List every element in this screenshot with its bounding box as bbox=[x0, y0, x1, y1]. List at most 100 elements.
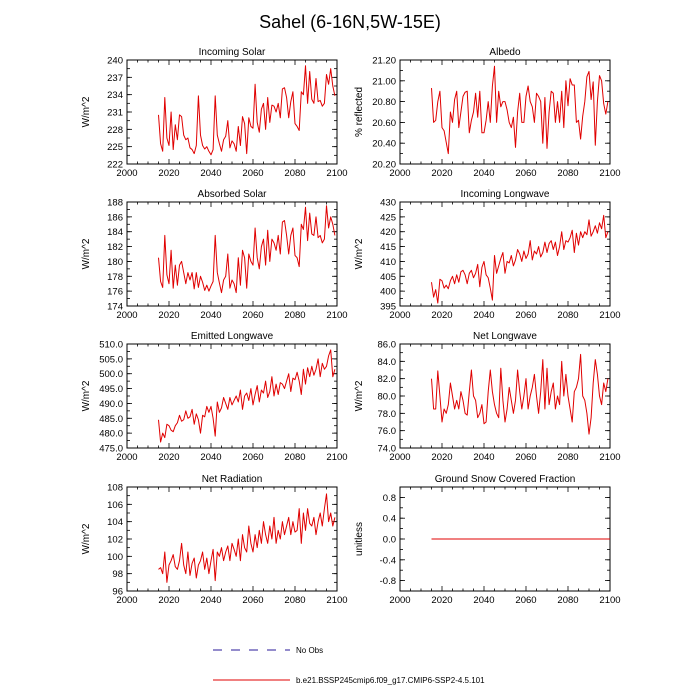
panel-emitted-longwave-xtick-label: 2040 bbox=[200, 452, 221, 463]
panel-net-longwave: Net Longwave W/m^2 2000 2020 2040 2060 2080 210… bbox=[354, 331, 621, 463]
panels: Incoming Solar W/m^2 2000 2020 2040 2060 2080 2… bbox=[81, 47, 621, 606]
panel-incoming-longwave-ytick-label: 425 bbox=[380, 212, 396, 223]
panel-incoming-longwave-ytick-label: 405 bbox=[380, 272, 396, 283]
panel-net-radiation-ylabel: W/m^2 bbox=[81, 523, 92, 554]
panel-incoming-solar-xtick-label: 2060 bbox=[242, 168, 263, 179]
panel-incoming-solar-xtick-label: 2100 bbox=[326, 168, 347, 179]
panel-albedo-xtick-label: 2100 bbox=[599, 168, 620, 179]
panel-incoming-solar-xtick-label: 2040 bbox=[200, 168, 221, 179]
panel-net-longwave-xtick-label: 2060 bbox=[515, 452, 536, 463]
panel-net-radiation-title: Net Radiation bbox=[202, 474, 263, 485]
panel-net-radiation-ytick-label: 96 bbox=[112, 587, 123, 598]
panel-incoming-longwave-ytick-label: 430 bbox=[380, 198, 396, 209]
panel-ground-snow-covered-fraction-xtick-label: 2040 bbox=[473, 595, 494, 606]
panel-absorbed-solar-xtick-label: 2040 bbox=[200, 310, 221, 321]
panel-albedo-title: Albedo bbox=[489, 47, 521, 58]
panel-net-longwave-ytick-label: 78.0 bbox=[378, 409, 397, 420]
panel-ground-snow-covered-fraction-ytick-label: -0.4 bbox=[380, 555, 396, 566]
panel-net-longwave-xtick-label: 2000 bbox=[389, 452, 410, 463]
panel-incoming-solar-series-line bbox=[158, 65, 336, 156]
panel-absorbed-solar-xtick-label: 2080 bbox=[284, 310, 305, 321]
panel-incoming-longwave-xtick-label: 2020 bbox=[431, 310, 452, 321]
panel-absorbed-solar-ytick-label: 188 bbox=[107, 198, 123, 209]
panel-incoming-longwave-title: Incoming Longwave bbox=[461, 189, 550, 200]
panel-albedo-ytick-label: 20.80 bbox=[372, 97, 396, 108]
panel-net-radiation-xtick-label: 2020 bbox=[158, 595, 179, 606]
legend: No Obs b.e21.BSSP245cmip6.f09_g17.CMIP6-… bbox=[213, 646, 485, 685]
panel-absorbed-solar-ytick-label: 176 bbox=[107, 287, 123, 298]
panel-incoming-solar-ytick-label: 240 bbox=[107, 56, 123, 67]
panel-net-longwave-ytick-label: 74.0 bbox=[378, 444, 397, 455]
panel-absorbed-solar-ytick-label: 178 bbox=[107, 272, 123, 283]
panel-absorbed-solar-ytick-label: 174 bbox=[107, 302, 123, 313]
panel-absorbed-solar-xtick-label: 2060 bbox=[242, 310, 263, 321]
panel-emitted-longwave-ytick-label: 485.0 bbox=[99, 414, 123, 425]
panel-incoming-longwave-xtick-label: 2040 bbox=[473, 310, 494, 321]
panel-incoming-longwave-xtick-label: 2100 bbox=[599, 310, 620, 321]
panel-incoming-longwave-xtick-label: 2080 bbox=[557, 310, 578, 321]
panel-emitted-longwave-ylabel: W/m^2 bbox=[81, 380, 92, 411]
panel-emitted-longwave-frame bbox=[126, 343, 338, 449]
panel-absorbed-solar-ylabel: W/m^2 bbox=[81, 238, 92, 269]
panel-absorbed-solar-ytick-label: 180 bbox=[107, 257, 123, 268]
panel-incoming-solar-frame bbox=[126, 59, 338, 165]
panel-emitted-longwave-ytick-label: 480.0 bbox=[99, 429, 123, 440]
panel-ground-snow-covered-fraction-xtick-label: 2000 bbox=[389, 595, 410, 606]
panel-incoming-longwave-ytick-label: 420 bbox=[380, 227, 396, 238]
panel-net-longwave-ylabel: W/m^2 bbox=[354, 380, 365, 411]
panel-absorbed-solar-xtick-label: 2000 bbox=[116, 310, 137, 321]
panel-ground-snow-covered-fraction-ytick-label: 0.4 bbox=[383, 514, 396, 525]
panel-incoming-longwave-frame bbox=[399, 201, 611, 307]
panel-albedo-ytick-label: 20.60 bbox=[372, 118, 396, 129]
panel-ground-snow-covered-fraction-xtick-label: 2100 bbox=[599, 595, 620, 606]
panel-incoming-solar-ylabel: W/m^2 bbox=[81, 96, 92, 127]
panel-emitted-longwave: Emitted Longwave W/m^2 2000 2020 2040 2060 208… bbox=[81, 331, 348, 463]
panel-incoming-longwave-series-line bbox=[431, 214, 609, 304]
panel-albedo-xtick-label: 2000 bbox=[389, 168, 410, 179]
panel-emitted-longwave-series-line bbox=[158, 349, 336, 443]
legend-obs-label: No Obs bbox=[296, 646, 323, 655]
panel-emitted-longwave-ytick-label: 510.0 bbox=[99, 340, 123, 351]
panel-net-longwave-series-line bbox=[431, 353, 609, 435]
panel-incoming-solar-ytick-label: 234 bbox=[107, 90, 123, 101]
panel-ground-snow-covered-fraction: Ground Snow Covered Fraction unitless 2000… bbox=[354, 474, 621, 606]
panel-emitted-longwave-xtick-label: 2000 bbox=[116, 452, 137, 463]
panel-net-longwave-xtick-label: 2040 bbox=[473, 452, 494, 463]
panel-net-longwave-frame bbox=[399, 343, 611, 449]
panel-emitted-longwave-xtick-label: 2100 bbox=[326, 452, 347, 463]
panel-emitted-longwave-ytick-label: 505.0 bbox=[99, 354, 123, 365]
panel-ground-snow-covered-fraction-xtick-label: 2020 bbox=[431, 595, 452, 606]
panel-emitted-longwave-xtick-label: 2020 bbox=[158, 452, 179, 463]
panel-incoming-solar-ytick-label: 225 bbox=[107, 142, 123, 153]
panel-net-radiation-xtick-label: 2100 bbox=[326, 595, 347, 606]
panel-net-radiation-xtick-label: 2000 bbox=[116, 595, 137, 606]
panel-net-radiation-ytick-label: 108 bbox=[107, 483, 123, 494]
panel-ground-snow-covered-fraction-title: Ground Snow Covered Fraction bbox=[435, 474, 576, 485]
panel-ground-snow-covered-fraction-ytick-label: 0.8 bbox=[383, 493, 396, 504]
panel-net-radiation-frame bbox=[126, 486, 338, 592]
panel-albedo-ytick-label: 21.00 bbox=[372, 76, 396, 87]
panel-albedo-ytick-label: 20.40 bbox=[372, 139, 396, 150]
panel-net-radiation-xtick-label: 2060 bbox=[242, 595, 263, 606]
panel-net-radiation-ytick-label: 106 bbox=[107, 500, 123, 511]
panel-net-radiation-ytick-label: 102 bbox=[107, 535, 123, 546]
panel-incoming-solar-xtick-label: 2000 bbox=[116, 168, 137, 179]
panel-albedo: Albedo % reflected 2000 2020 2040 2060 2080 210… bbox=[354, 47, 621, 179]
panel-absorbed-solar-frame bbox=[126, 201, 338, 307]
panel-absorbed-solar-ytick-label: 184 bbox=[107, 227, 123, 238]
panel-net-radiation-series-line bbox=[158, 493, 336, 583]
panel-emitted-longwave-xtick-label: 2060 bbox=[242, 452, 263, 463]
panel-absorbed-solar-ytick-label: 182 bbox=[107, 242, 123, 253]
panel-net-radiation-ytick-label: 100 bbox=[107, 552, 123, 563]
panel-emitted-longwave-ytick-label: 475.0 bbox=[99, 444, 123, 455]
panel-absorbed-solar-xtick-label: 2020 bbox=[158, 310, 179, 321]
panel-albedo-xtick-label: 2020 bbox=[431, 168, 452, 179]
panel-ground-snow-covered-fraction-xtick-label: 2060 bbox=[515, 595, 536, 606]
panel-incoming-solar-xtick-label: 2080 bbox=[284, 168, 305, 179]
panel-net-longwave-xtick-label: 2080 bbox=[557, 452, 578, 463]
panel-incoming-solar-ytick-label: 237 bbox=[107, 73, 123, 84]
panel-incoming-longwave-ytick-label: 395 bbox=[380, 302, 396, 313]
panel-albedo-xtick-label: 2040 bbox=[473, 168, 494, 179]
panel-net-longwave-ytick-label: 86.0 bbox=[378, 340, 397, 351]
